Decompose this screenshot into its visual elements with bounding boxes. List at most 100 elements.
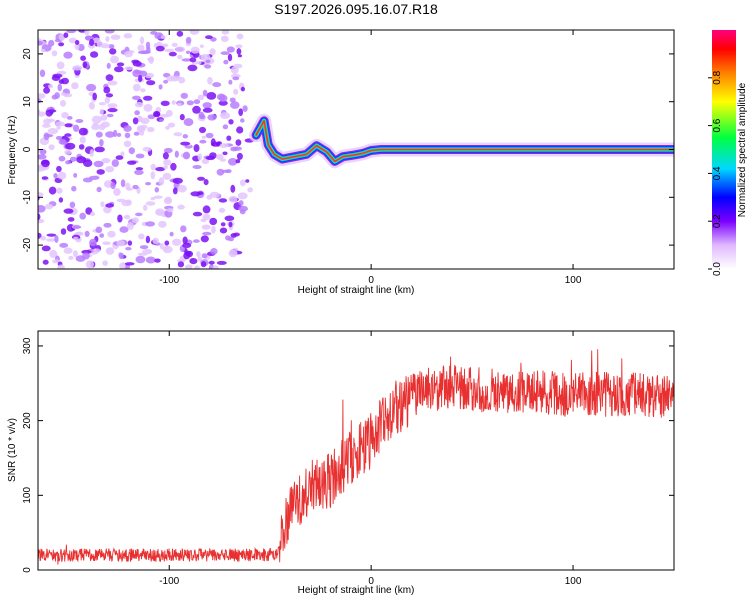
- noise-blob: [109, 48, 117, 55]
- noise-blob: [182, 134, 188, 139]
- spectrogram-y-tick-label: 0: [22, 146, 33, 152]
- noise-blob: [142, 146, 152, 152]
- noise-blob: [220, 51, 230, 55]
- noise-blob: [155, 45, 165, 52]
- noise-blob: [120, 179, 126, 188]
- noise-blob: [111, 159, 120, 168]
- noise-blob: [192, 105, 201, 114]
- noise-blob: [113, 188, 121, 196]
- noise-blob: [48, 39, 55, 47]
- noise-blob: [132, 95, 141, 101]
- noise-blob: [89, 238, 97, 247]
- noise-blob: [240, 118, 245, 123]
- noise-blob: [228, 249, 238, 258]
- noise-blob: [208, 260, 215, 265]
- noise-blob: [143, 95, 153, 101]
- noise-blob: [219, 112, 231, 120]
- noise-blob: [96, 169, 105, 175]
- noise-blob: [209, 217, 218, 226]
- noise-blob: [165, 125, 170, 130]
- noise-blob: [229, 97, 236, 103]
- noise-blob: [163, 147, 173, 154]
- noise-blob: [180, 225, 187, 233]
- noise-blob: [236, 152, 243, 160]
- noise-blob: [56, 165, 62, 173]
- noise-blob: [43, 132, 50, 141]
- noise-blob: [38, 213, 41, 221]
- noise-blob: [139, 70, 148, 77]
- noise-blob: [38, 205, 46, 213]
- noise-blob: [153, 195, 163, 199]
- noise-blob: [64, 123, 73, 128]
- noise-blob: [57, 171, 67, 180]
- spectrogram-y-tick-label: 20: [22, 48, 33, 60]
- noise-blob: [78, 127, 88, 136]
- noise-blob: [189, 30, 196, 33]
- noise-blob: [100, 201, 105, 208]
- noise-blob: [71, 185, 77, 192]
- noise-blob: [56, 187, 63, 194]
- noise-blob: [189, 57, 197, 63]
- noise-blob: [63, 247, 73, 254]
- noise-blob: [202, 231, 212, 236]
- spectrogram-noise-blobs: [32, 29, 255, 269]
- noise-blob: [202, 213, 211, 221]
- noise-blob: [91, 115, 102, 124]
- noise-blob: [132, 217, 139, 224]
- noise-blob: [102, 241, 111, 245]
- noise-blob: [226, 46, 235, 53]
- noise-blob: [82, 252, 90, 260]
- noise-blob: [204, 64, 212, 69]
- noise-blob: [81, 249, 92, 255]
- noise-blob: [180, 92, 188, 99]
- noise-blob: [99, 233, 105, 238]
- noise-blob: [116, 132, 122, 137]
- noise-blob: [177, 184, 187, 193]
- noise-blob: [168, 51, 177, 57]
- snr-x-tick-label: 100: [565, 576, 582, 587]
- noise-blob: [172, 238, 182, 246]
- noise-blob: [107, 108, 118, 113]
- noise-blob: [135, 212, 143, 217]
- noise-blob: [86, 83, 97, 92]
- noise-blob: [52, 73, 63, 79]
- noise-blob: [105, 93, 114, 98]
- noise-blob: [150, 171, 156, 180]
- noise-blob: [64, 150, 72, 155]
- noise-blob: [58, 197, 64, 203]
- noise-blob: [177, 54, 183, 60]
- noise-blob: [125, 247, 132, 251]
- noise-blob: [176, 259, 185, 263]
- noise-blob: [124, 262, 135, 266]
- noise-blob: [172, 187, 178, 195]
- noise-blob: [167, 122, 176, 128]
- noise-blob: [103, 222, 112, 228]
- noise-blob: [200, 235, 209, 243]
- noise-blob: [98, 102, 106, 106]
- noise-blob: [210, 248, 218, 255]
- noise-blob: [135, 153, 145, 159]
- noise-blob: [32, 29, 37, 35]
- noise-blob: [105, 166, 115, 173]
- noise-blob: [159, 118, 164, 123]
- signal-track-layer-5: [255, 120, 674, 163]
- noise-blob: [220, 35, 229, 43]
- noise-blob: [134, 101, 144, 108]
- noise-blob: [38, 93, 46, 99]
- noise-blob: [225, 169, 232, 174]
- noise-blob: [237, 54, 242, 58]
- spectrogram-y-tick-label: 10: [22, 96, 33, 108]
- noise-blob: [73, 124, 80, 132]
- noise-blob: [39, 69, 46, 78]
- noise-blob: [232, 76, 240, 81]
- noise-blob: [132, 117, 139, 125]
- noise-blob: [99, 139, 104, 147]
- noise-blob: [237, 192, 248, 200]
- noise-blob: [80, 55, 86, 61]
- noise-blob: [64, 133, 72, 138]
- noise-blob: [47, 128, 59, 135]
- noise-blob: [65, 160, 71, 165]
- noise-blob: [40, 48, 46, 53]
- noise-blob: [187, 64, 198, 72]
